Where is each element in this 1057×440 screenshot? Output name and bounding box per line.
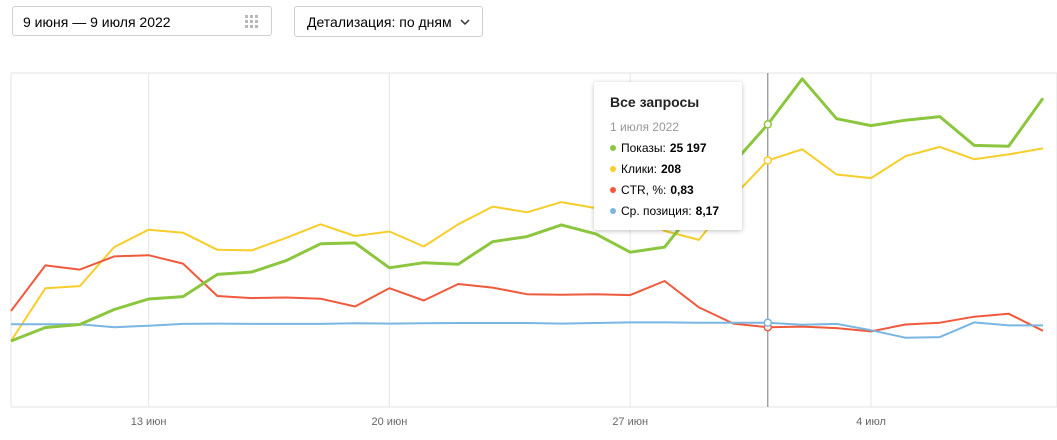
chart-tooltip: Все запросы 1 июля 2022 Показы: 25 197 К… [594,82,742,230]
tooltip-row-position: Ср. позиция: 8,17 [610,204,726,218]
series-line-2 [10,254,1044,333]
tooltip-value: 0,83 [670,183,694,197]
x-tick-label: 20 июн [372,416,408,428]
plot-area-frame [10,72,1057,408]
series-line-0 [10,77,1045,343]
x-tick-label: 13 июн [131,416,167,428]
tooltip-row-clicks: Клики: 208 [610,162,726,176]
date-range-text: 9 июня — 9 июля 2022 [23,14,171,30]
tooltip-label: CTR, %: [621,183,667,197]
tooltip-value: 208 [660,162,682,176]
tooltip-label: Ср. позиция: [621,204,692,218]
x-tick-label: 27 июн [612,416,648,428]
detail-dropdown-label: Детализация: по дням [307,13,452,30]
chevron-down-icon [460,18,470,25]
highlight-point-3 [763,318,773,327]
tooltip-row-shows: Показы: 25 197 [610,141,726,155]
tooltip-label: Показы: [621,141,666,155]
series-line-3 [11,321,1043,339]
series-dot-icon [610,208,616,214]
tooltip-date: 1 июля 2022 [610,120,679,134]
tooltip-value: 8,17 [695,204,720,218]
highlight-point-0 [763,120,773,129]
tooltip-label: Клики: [621,162,657,176]
series-dot-icon [610,145,616,151]
highlight-point-1 [763,156,773,165]
series-dot-icon [610,187,616,193]
tooltip-title: Все запросы [610,94,700,110]
series-line-1 [10,145,1044,342]
date-range-picker[interactable]: 9 июня — 9 июля 2022 [12,6,272,36]
x-tick-label: 4 июл [856,416,886,428]
tooltip-row-ctr: CTR, %: 0,83 [610,183,726,197]
tooltip-value: 25 197 [669,141,707,155]
series-dot-icon [610,166,616,172]
calendar-icon[interactable] [245,15,259,29]
detail-dropdown[interactable]: Детализация: по дням [294,6,483,37]
